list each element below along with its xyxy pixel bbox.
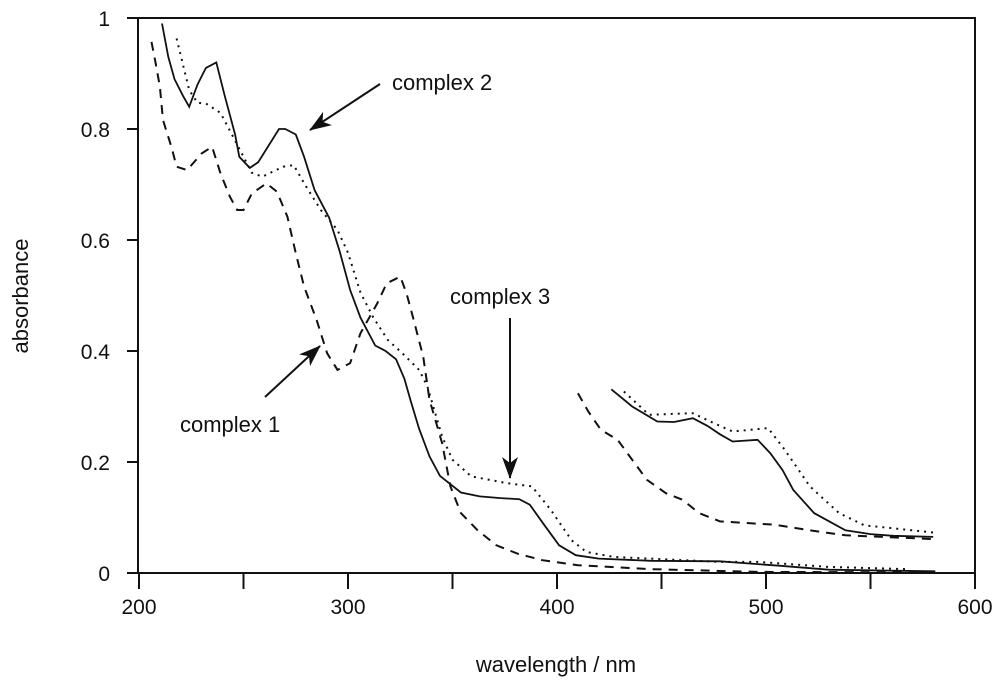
series-line-complex-1 (577, 392, 934, 541)
plot-frame (137, 17, 976, 574)
x-tick-label: 200 (121, 596, 156, 619)
x-axis-ticks: 200 300 400 500 600 (121, 573, 993, 619)
y-axis-ticks: 0 0.2 0.4 0.6 0.8 1 (81, 8, 139, 586)
series-line-complex-3 (175, 38, 907, 571)
arrow-complex-1 (264, 345, 321, 398)
series-group (150, 23, 936, 574)
x-tick-label: 300 (330, 596, 365, 619)
series-line-complex-3 (623, 390, 934, 534)
y-tick-label: 0.4 (81, 341, 111, 364)
x-tick-label: 400 (539, 596, 574, 619)
y-tick-label: 0.2 (81, 452, 110, 475)
series-line-complex-2 (610, 388, 934, 538)
y-tick-label: 0.6 (81, 230, 110, 253)
x-axis-title: wavelength / nm (475, 652, 636, 677)
y-tick-label: 0.8 (81, 119, 110, 142)
label-complex-1: complex 1 (180, 412, 280, 437)
arrow-complex-2 (309, 83, 381, 131)
y-axis-title: absorbance (8, 239, 33, 354)
annotation-complex-1: complex 1 (180, 345, 321, 437)
label-complex-3: complex 3 (450, 284, 550, 309)
label-complex-2: complex 2 (392, 70, 492, 95)
y-tick-label: 1 (98, 8, 110, 31)
series-line-complex-2 (161, 23, 936, 573)
annotation-complex-3: complex 3 (450, 284, 550, 479)
y-tick-label: 0 (98, 563, 110, 586)
x-tick-label: 600 (957, 596, 992, 619)
x-tick-label: 500 (748, 596, 783, 619)
annotation-complex-2: complex 2 (309, 70, 492, 131)
